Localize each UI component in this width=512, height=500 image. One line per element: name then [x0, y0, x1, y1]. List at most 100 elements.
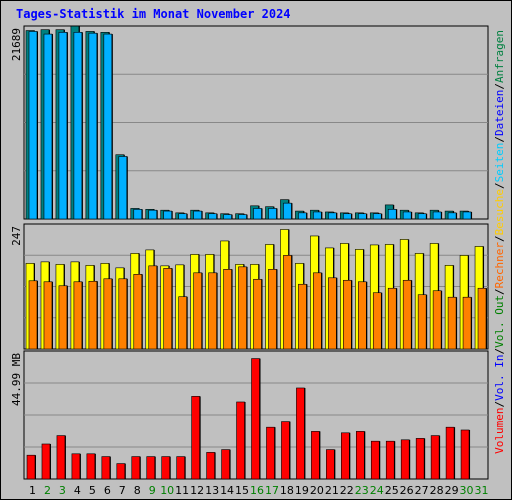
x-tick-label: 3	[59, 484, 66, 497]
bar-volumen	[430, 435, 440, 480]
legend-item: Besuche	[493, 188, 506, 236]
x-tick-label: 11	[175, 484, 189, 497]
x-tick-label: 12	[190, 484, 204, 497]
bar-dateien	[328, 212, 337, 220]
bar-volumen	[400, 439, 410, 480]
x-tick-label: 6	[104, 484, 111, 497]
bar-rechner	[372, 292, 382, 350]
x-tick-label: 26	[400, 484, 414, 497]
x-tick-label: 30	[460, 484, 474, 497]
x-tick-label: 10	[160, 484, 174, 497]
bar-volumen	[281, 421, 290, 480]
x-tick-label: 14	[220, 484, 234, 497]
bar-volumen	[266, 426, 275, 480]
bar-rechner	[313, 272, 322, 350]
legend-item: /	[493, 288, 506, 295]
bar-rechner	[43, 281, 53, 350]
legend-item: /	[493, 135, 506, 143]
x-tick-label: 18	[280, 484, 294, 497]
bar-dateien	[133, 209, 143, 220]
bar-volumen	[370, 440, 380, 480]
x-tick-label: 16	[250, 484, 264, 497]
bar-rechner	[432, 290, 442, 350]
bar-dateien	[402, 211, 412, 220]
bar-dateien	[148, 209, 158, 220]
bar-dateien	[223, 214, 232, 220]
legend-item: Dateien	[493, 89, 506, 136]
x-tick-label: 7	[119, 484, 126, 497]
bar-volumen	[116, 463, 126, 480]
bar-rechner	[298, 283, 307, 350]
bar-dateien	[447, 212, 457, 220]
x-tick-label: 2	[44, 484, 51, 497]
x-tick-label: 19	[295, 484, 309, 497]
bar-volumen	[236, 401, 245, 480]
bar-rechner	[118, 278, 128, 350]
x-tick-label: 15	[235, 484, 249, 497]
bar-volumen	[221, 449, 230, 480]
bar-rechner	[328, 277, 337, 350]
chart-title: Tages-Statistik im Monat November 2024	[16, 7, 291, 21]
bar-dateien	[298, 212, 307, 220]
bar-rechner	[238, 266, 247, 350]
legend-text: Volumen/Vol. In/Vol. Out/Rechner/Besuche…	[493, 30, 506, 480]
bar-volumen	[56, 435, 66, 480]
x-tick-label: 4	[74, 484, 81, 497]
legend-item: Volumen	[493, 407, 506, 454]
bar-volumen	[206, 452, 215, 480]
bar-rechner	[402, 279, 412, 350]
legend-item: Vol. In	[493, 354, 506, 401]
vertical-legend: Volumen/Vol. In/Vol. Out/Rechner/Besuche…	[493, 30, 507, 480]
bar-dateien	[253, 208, 262, 220]
x-tick-label: 20	[310, 484, 324, 497]
bar-rechner	[462, 296, 472, 350]
x-tick-label: 31	[475, 484, 489, 497]
legend-item: /	[493, 400, 506, 408]
bar-volumen	[176, 456, 185, 480]
bar-volumen	[251, 358, 260, 480]
bar-rechner	[357, 281, 367, 350]
bar-dateien	[178, 213, 187, 220]
bar-rechner	[163, 268, 173, 350]
bar-dateien	[73, 32, 83, 220]
x-tick-label: 17	[265, 484, 279, 497]
x-tick-label: 29	[445, 484, 459, 497]
bar-volumen	[355, 431, 365, 480]
bar-volumen	[341, 432, 350, 480]
bar-dateien	[193, 210, 202, 220]
bar-volumen	[71, 453, 81, 480]
legend-item: /	[493, 347, 506, 355]
bar-volumen	[146, 456, 156, 480]
x-tick-label: 9	[149, 484, 156, 497]
bar-rechner	[88, 280, 98, 350]
bar-dateien	[118, 156, 128, 220]
bar-volumen	[415, 438, 425, 480]
bar-volumen	[385, 440, 395, 480]
bar-rechner	[73, 281, 83, 350]
bar-rechner	[28, 280, 38, 350]
bar-dateien	[357, 213, 367, 220]
bar-dateien	[238, 214, 247, 220]
bar-volumen	[191, 396, 200, 480]
bar-dateien	[387, 209, 397, 220]
bar-rechner	[193, 272, 202, 350]
bar-dateien	[313, 211, 322, 220]
legend-item: Rechner	[493, 241, 506, 289]
y-axis-max-label: 44.99 MB	[10, 353, 23, 406]
bar-rechner	[223, 269, 232, 350]
bar-rechner	[268, 269, 277, 350]
bar-rechner	[208, 272, 217, 350]
bar-rechner	[103, 278, 113, 350]
bar-dateien	[432, 211, 442, 220]
bar-volumen	[445, 426, 455, 480]
bar-dateien	[462, 211, 472, 220]
x-tick-label: 1	[29, 484, 36, 497]
bar-volumen	[311, 431, 320, 480]
legend-item: Anfragen	[493, 30, 506, 83]
y-axis-max-label: 247	[10, 226, 23, 246]
bar-rechner	[253, 278, 262, 350]
bar-volumen	[86, 453, 96, 480]
bar-rechner	[178, 296, 187, 350]
bar-dateien	[208, 213, 217, 220]
